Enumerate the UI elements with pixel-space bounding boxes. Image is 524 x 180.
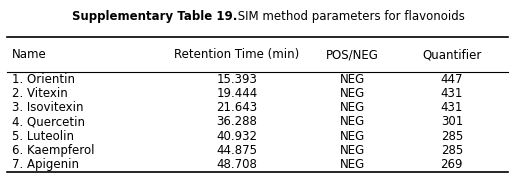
Text: Supplementary Table 19. SIM method parameters for flavonoids: Supplementary Table 19. SIM method param…	[68, 10, 446, 23]
Text: 3. Isovitexin: 3. Isovitexin	[12, 101, 83, 114]
Text: 4. Quercetin: 4. Quercetin	[12, 115, 85, 128]
Text: NEG: NEG	[340, 130, 365, 143]
Text: NEG: NEG	[340, 101, 365, 114]
Text: 40.932: 40.932	[216, 130, 257, 143]
Text: 285: 285	[441, 144, 463, 157]
Text: 19.444: 19.444	[216, 87, 257, 100]
Text: 48.708: 48.708	[216, 158, 257, 171]
Text: NEG: NEG	[340, 87, 365, 100]
Text: NEG: NEG	[340, 158, 365, 171]
Text: Retention Time (min): Retention Time (min)	[174, 48, 300, 61]
Text: 7. Apigenin: 7. Apigenin	[12, 158, 79, 171]
Text: 301: 301	[441, 115, 463, 128]
Text: Quantifier: Quantifier	[422, 48, 482, 61]
Text: 6. Kaempferol: 6. Kaempferol	[12, 144, 94, 157]
Text: 36.288: 36.288	[216, 115, 257, 128]
Text: Supplementary Table 19.: Supplementary Table 19.	[72, 10, 238, 23]
Text: 447: 447	[441, 73, 463, 86]
Text: 44.875: 44.875	[216, 144, 257, 157]
Text: NEG: NEG	[340, 115, 365, 128]
Text: 285: 285	[441, 130, 463, 143]
Text: NEG: NEG	[340, 144, 365, 157]
Text: POS/NEG: POS/NEG	[325, 48, 378, 61]
Text: 431: 431	[441, 101, 463, 114]
Text: 5. Luteolin: 5. Luteolin	[12, 130, 74, 143]
Text: Name: Name	[12, 48, 47, 61]
Text: 2. Vitexin: 2. Vitexin	[12, 87, 68, 100]
Text: 1. Orientin: 1. Orientin	[12, 73, 74, 86]
Text: NEG: NEG	[340, 73, 365, 86]
Text: SIM method parameters for flavonoids: SIM method parameters for flavonoids	[234, 10, 465, 23]
Text: 15.393: 15.393	[216, 73, 257, 86]
Text: 269: 269	[441, 158, 463, 171]
Text: 431: 431	[441, 87, 463, 100]
Text: 21.643: 21.643	[216, 101, 257, 114]
